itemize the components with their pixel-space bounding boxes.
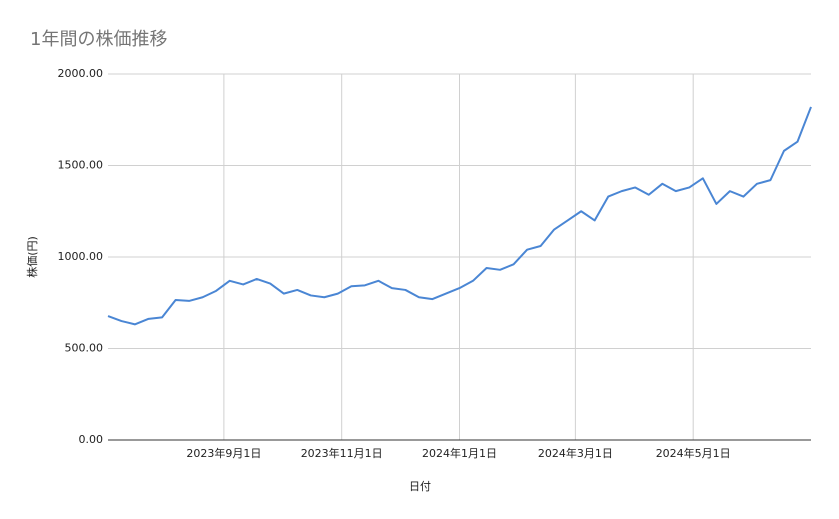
x-axis-label: 日付 — [409, 480, 431, 493]
y-tick-label: 0.00 — [79, 433, 104, 446]
y-tick-label: 1500.00 — [58, 159, 104, 172]
data-line — [107, 106, 812, 326]
x-tick-label: 2023年9月1日 — [186, 446, 261, 460]
x-tick-label: 2024年1月1日 — [422, 446, 497, 460]
x-tick-label: 2023年11月1日 — [301, 446, 383, 460]
chart-title: 1年間の株価推移 — [30, 29, 167, 50]
x-tick-label: 2024年3月1日 — [538, 446, 613, 460]
y-tick-label: 1000.00 — [58, 250, 104, 263]
y-tick-label: 2000.00 — [58, 67, 104, 80]
y-axis-label: 株価(円) — [25, 236, 39, 278]
x-tick-label: 2024年5月1日 — [656, 446, 731, 460]
y-tick-label: 500.00 — [65, 342, 104, 355]
